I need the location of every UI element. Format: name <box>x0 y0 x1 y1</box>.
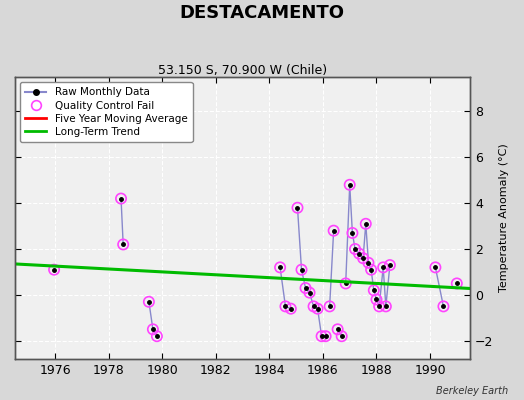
Point <box>351 246 359 252</box>
Point <box>348 230 356 236</box>
Point <box>386 262 394 268</box>
Point <box>297 266 305 273</box>
Point <box>359 255 367 262</box>
Point <box>367 266 375 273</box>
Point <box>342 280 350 287</box>
Point <box>355 250 363 257</box>
Point <box>301 285 310 291</box>
Point <box>305 290 314 296</box>
Point <box>313 306 322 312</box>
Point <box>345 182 354 188</box>
Point <box>372 296 380 303</box>
Point <box>276 264 285 270</box>
Point <box>439 303 447 310</box>
Point <box>117 195 125 202</box>
Y-axis label: Temperature Anomaly (°C): Temperature Anomaly (°C) <box>499 144 509 292</box>
Point <box>321 333 330 340</box>
Point <box>309 303 318 310</box>
Point <box>145 298 153 305</box>
Point <box>50 266 58 273</box>
Point <box>453 280 461 287</box>
Point <box>293 204 302 211</box>
Point <box>333 326 342 332</box>
Point <box>364 260 373 266</box>
Point <box>381 303 390 310</box>
Point <box>119 241 127 248</box>
Point <box>287 306 295 312</box>
Point <box>431 264 440 270</box>
Text: Berkeley Earth: Berkeley Earth <box>436 386 508 396</box>
Point <box>152 333 161 340</box>
Point <box>337 333 346 340</box>
Point <box>379 264 387 270</box>
Point <box>318 333 326 340</box>
Legend: Raw Monthly Data, Quality Control Fail, Five Year Moving Average, Long-Term Tren: Raw Monthly Data, Quality Control Fail, … <box>20 82 192 142</box>
Point <box>375 303 384 310</box>
Text: DESTACAMENTO: DESTACAMENTO <box>180 4 344 22</box>
Point <box>369 287 378 294</box>
Point <box>330 228 338 234</box>
Title: 53.150 S, 70.900 W (Chile): 53.150 S, 70.900 W (Chile) <box>158 64 327 77</box>
Point <box>362 221 370 227</box>
Point <box>281 303 290 310</box>
Point <box>325 303 334 310</box>
Point <box>149 326 157 332</box>
